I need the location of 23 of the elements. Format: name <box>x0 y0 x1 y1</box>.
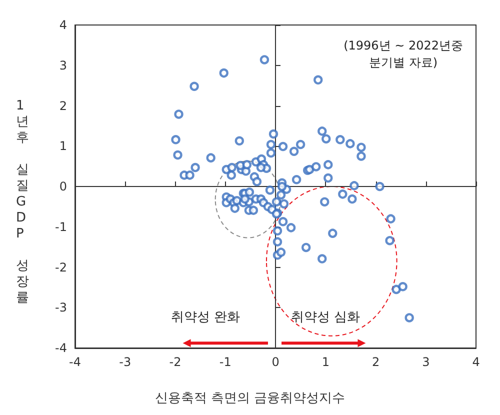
annotation: 취약성 완화 <box>170 310 240 325</box>
y-tick-label: 0 <box>59 180 67 194</box>
x-tick-label: 4 <box>472 355 480 369</box>
x-tick-label: 2 <box>372 355 380 369</box>
y-tick-label: 1 <box>59 139 67 154</box>
y-tick-label: -4 <box>55 341 67 355</box>
text: 1년후 실질GDP 성장률 <box>16 98 29 306</box>
y-tick-label: -3 <box>55 300 67 315</box>
annotation: 취약성 심화 <box>291 310 360 325</box>
annotation: (1996년 ~ 2022년중 분기별 자료) <box>344 38 464 70</box>
y-tick-label: -1 <box>55 220 67 234</box>
x-axis-title: 신용축적 측면의 금융취약성지수 <box>154 391 346 406</box>
y-tick-label: 2 <box>59 98 67 113</box>
x-tick-label: -1 <box>219 355 232 369</box>
x-tick-label: 3 <box>422 355 430 369</box>
x-tick-label: -3 <box>119 355 132 369</box>
y-tick-label: 3 <box>59 58 67 72</box>
x-tick-label: -4 <box>69 355 81 369</box>
y-tick-label: -2 <box>55 260 67 274</box>
x-tick-label: 1 <box>322 355 330 369</box>
y-tick-label: 4 <box>59 18 67 32</box>
x-tick-label: -2 <box>169 355 182 369</box>
x-tick-label: 0 <box>272 355 280 369</box>
